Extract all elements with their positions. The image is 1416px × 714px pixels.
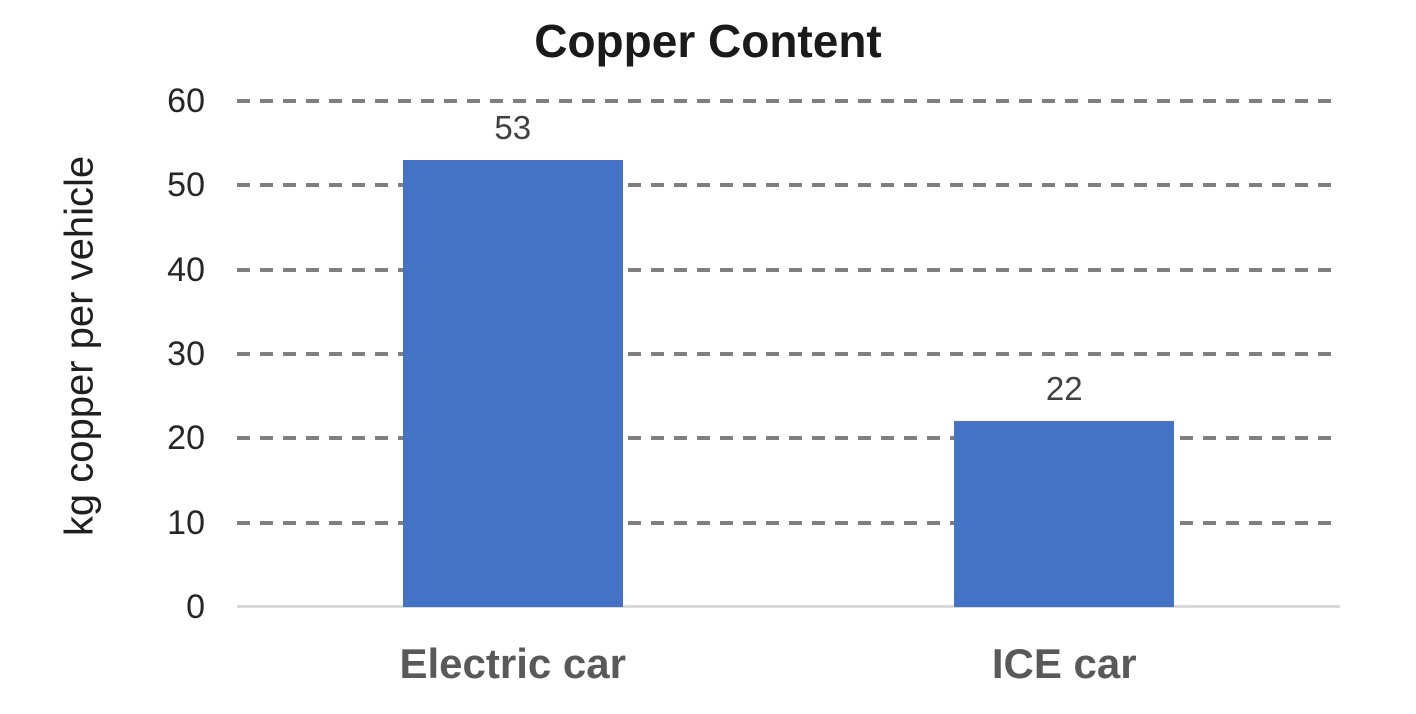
- h-gridline-50: [237, 183, 1340, 188]
- x-category-label-ice-car: ICE car: [991, 640, 1137, 687]
- y-tick-label-10: 10: [167, 503, 205, 542]
- data-label-ice-car: 22: [1045, 370, 1083, 408]
- chart-title: Copper Content: [534, 15, 882, 67]
- h-gridline-30: [237, 352, 1340, 356]
- y-tick-label-30: 30: [167, 335, 205, 373]
- bar-electric-car: [402, 160, 623, 607]
- y-tick-label-60: 60: [167, 82, 205, 120]
- data-label-electric-car: 53: [494, 109, 532, 147]
- x-axis-line: [237, 605, 1340, 608]
- y-tick-label-40: 40: [167, 250, 205, 289]
- bar-ice-car: [954, 421, 1175, 607]
- y-tick-label-20: 20: [167, 419, 205, 458]
- h-gridline-60: [237, 99, 1340, 103]
- x-category-label-electric-car: Electric car: [399, 640, 627, 687]
- y-tick-label-50: 50: [167, 166, 205, 205]
- h-gridline-10: [237, 520, 1340, 525]
- h-gridline-20: [237, 436, 1340, 441]
- h-gridline-40: [237, 267, 1340, 272]
- y-tick-label-0: 0: [186, 588, 205, 626]
